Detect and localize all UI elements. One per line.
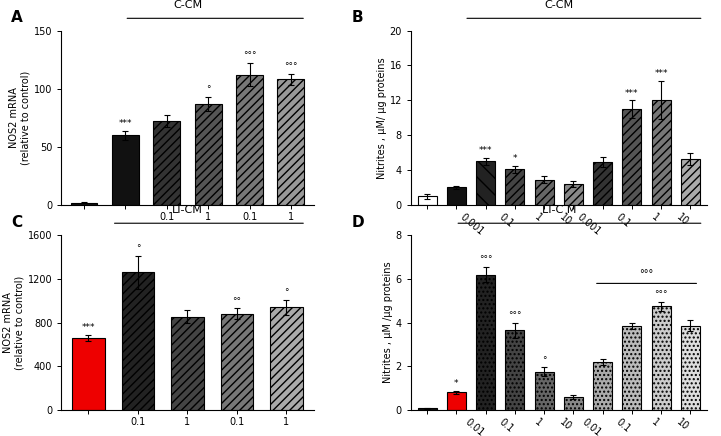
- Bar: [593, 162, 612, 205]
- Text: ***: ***: [119, 119, 132, 128]
- Text: RAPA, μM: RAPA, μM: [508, 242, 551, 251]
- Text: *: *: [454, 379, 459, 388]
- Bar: [195, 104, 221, 205]
- Bar: [417, 408, 437, 410]
- Text: ***: ***: [479, 146, 492, 155]
- Text: LI-CM: LI-CM: [172, 204, 203, 215]
- Text: RAD, μM: RAD, μM: [251, 242, 289, 251]
- Bar: [622, 326, 642, 410]
- Text: RAPA, μM: RAPA, μM: [167, 242, 208, 251]
- Text: °°°: °°°: [640, 269, 654, 279]
- Bar: [221, 314, 253, 410]
- Bar: [476, 161, 495, 205]
- Y-axis label: NOS2 mRNA
(relative to control): NOS2 mRNA (relative to control): [4, 276, 25, 370]
- Text: °: °: [284, 288, 288, 297]
- Bar: [72, 338, 105, 410]
- Bar: [278, 79, 304, 205]
- Text: °°°: °°°: [655, 290, 668, 299]
- Bar: [622, 109, 642, 205]
- Y-axis label: Nitrites , μM /μg proteins: Nitrites , μM /μg proteins: [383, 262, 393, 383]
- Bar: [417, 196, 437, 205]
- Text: RAD, μM: RAD, μM: [627, 242, 665, 251]
- Bar: [172, 317, 203, 410]
- Bar: [71, 203, 97, 205]
- Text: D: D: [352, 215, 365, 229]
- Text: °: °: [206, 85, 211, 94]
- Text: LI-C M: LI-C M: [541, 204, 576, 215]
- Text: C-CM: C-CM: [544, 0, 573, 10]
- Bar: [564, 184, 583, 205]
- Bar: [505, 330, 524, 410]
- Y-axis label: NOS2 mRNA
(relative to control): NOS2 mRNA (relative to control): [9, 71, 31, 165]
- Bar: [236, 75, 263, 205]
- Bar: [593, 362, 612, 410]
- Bar: [154, 121, 180, 205]
- Bar: [535, 180, 554, 205]
- Text: °°: °°: [232, 297, 242, 306]
- Text: B: B: [352, 10, 363, 24]
- Bar: [652, 100, 671, 205]
- Bar: [112, 135, 139, 205]
- Text: °°°: °°°: [508, 311, 521, 320]
- Text: °°°: °°°: [243, 51, 256, 61]
- Text: C: C: [11, 215, 22, 229]
- Text: *: *: [513, 154, 517, 163]
- Text: °°°: °°°: [284, 62, 298, 71]
- Bar: [447, 187, 466, 205]
- Text: ***: ***: [625, 89, 639, 98]
- Bar: [535, 371, 554, 410]
- Bar: [476, 275, 495, 410]
- Text: °°°: °°°: [479, 255, 492, 264]
- Y-axis label: Nitrites , μM/ μg proteins: Nitrites , μM/ μg proteins: [377, 57, 386, 178]
- Text: °: °: [136, 244, 140, 253]
- Text: ***: ***: [81, 323, 95, 332]
- Bar: [505, 169, 524, 205]
- Bar: [564, 397, 583, 410]
- Bar: [681, 159, 700, 205]
- Text: °: °: [542, 356, 547, 364]
- Text: C-CM: C-CM: [173, 0, 202, 10]
- Text: A: A: [11, 10, 22, 24]
- Text: ***: ***: [655, 69, 668, 78]
- Bar: [122, 272, 154, 410]
- Bar: [681, 326, 700, 410]
- Bar: [652, 306, 671, 410]
- Bar: [447, 392, 466, 410]
- Bar: [270, 307, 303, 410]
